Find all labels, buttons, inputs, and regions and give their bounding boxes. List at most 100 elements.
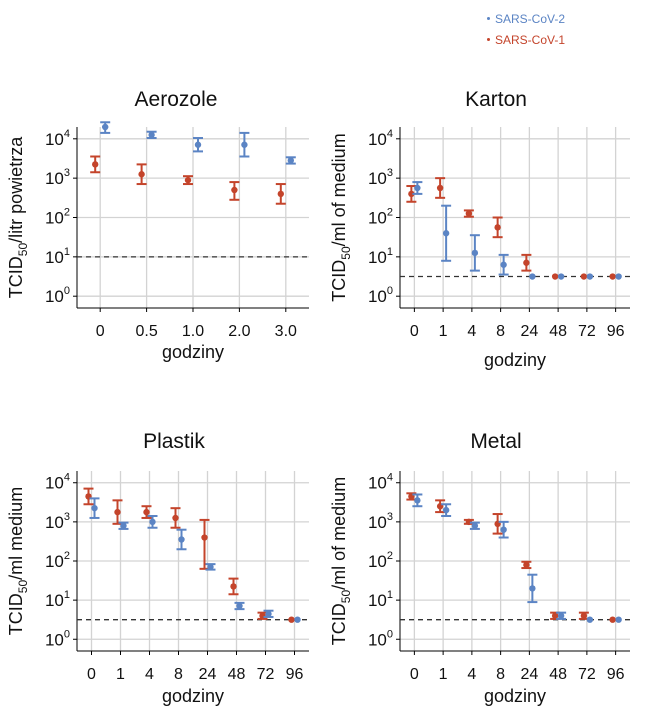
y-tick-label: 102 [368,207,393,228]
data-point [148,131,155,139]
data-point [414,497,421,504]
x-tick-label: 3.0 [275,323,297,340]
error-bar-point [205,563,216,571]
y-axis-label: TCID50/ml medium [6,487,30,635]
error-bar-point [90,155,101,174]
error-bar-point [527,573,538,604]
y-tick-label: 100 [368,628,393,649]
data-point [523,259,530,266]
y-tick-label: 102 [368,550,393,571]
error-bar-point [615,273,622,280]
y-tick-label: 104 [45,128,70,149]
error-bar-point [551,273,559,280]
data-point [241,141,248,148]
data-point [557,273,565,280]
data-point [586,273,594,280]
y-tick-label: 100 [45,628,70,649]
error-bar-point [435,499,446,514]
x-tick-label: 96 [607,666,625,683]
error-bar-point [176,528,187,551]
data-point [436,184,444,192]
error-bar-point [136,163,147,186]
chart-title: Karton [465,88,527,111]
data-point [207,563,214,571]
error-bar-point [100,121,111,134]
data-point [408,190,415,198]
y-tick-label: 101 [45,246,70,267]
data-point [500,526,507,533]
error-bar-point [435,177,446,199]
x-tick-label: 1 [439,666,448,683]
data-point [265,610,272,618]
error-bar-point [285,156,296,165]
data-point [442,230,450,237]
data-point [615,616,622,623]
x-tick-label: 8 [496,666,505,683]
error-bar-point [463,209,474,218]
y-tick-label: 102 [45,550,70,571]
error-bar-point [229,181,240,201]
x-tick-label: 1 [116,666,125,683]
y-axis-label: TCID50/litr powietrza [6,136,30,298]
x-tick-label: 72 [578,323,596,340]
y-tick-label: 103 [45,167,70,188]
error-bar-point [586,616,594,623]
data-point [231,186,238,194]
data-point [236,602,243,610]
x-tick-label: 24 [199,666,217,683]
data-point [259,612,266,619]
y-tick-label: 103 [368,511,393,532]
error-bar-point [412,493,423,508]
x-tick-label: 72 [257,666,275,683]
chart-panel-aerozole: 100 101 102 103 104 0 0.5 1.0 2.0 3.0 Aerozole godz… [6,88,309,362]
error-bar-point [199,518,210,570]
error-bar-point [294,616,301,623]
x-tick-label: 0 [87,666,96,683]
data-point [471,522,479,529]
error-bar-point [492,216,503,239]
error-bar-point [183,175,193,186]
data-point [138,171,145,178]
data-point [288,616,295,623]
data-point [91,504,98,512]
data-point [523,561,530,569]
data-point [494,224,501,231]
data-point [580,612,588,619]
error-bar-point [239,131,250,158]
error-bar-point [556,611,567,620]
legend-label: SARS-CoV-2 [495,11,566,26]
x-tick-label: 48 [549,666,567,683]
error-bar-point [146,130,157,140]
data-point [230,583,237,590]
x-tick-label: 4 [467,323,476,340]
data-point [114,508,121,516]
x-tick-label: 4 [145,666,154,683]
error-bar-point [521,253,532,272]
data-point [442,506,450,514]
error-bar-point [288,616,295,623]
data-point [92,161,99,168]
x-tick-label: 96 [286,666,304,683]
x-tick-label: 8 [174,666,183,683]
data-point [178,536,185,543]
x-tick-label: 4 [467,666,476,683]
error-bar-point [609,273,616,280]
data-point [143,508,150,516]
data-point [529,273,536,280]
x-tick-label: 72 [578,666,596,683]
x-tick-label: 1.0 [182,323,204,340]
error-bar-point [498,520,509,539]
data-point [277,190,284,198]
x-tick-label: 2.0 [228,323,250,340]
error-bar-point [578,611,589,620]
y-tick-label: 100 [45,285,70,306]
error-bar-point [263,609,274,618]
x-axis-label: godziny [162,686,224,706]
y-tick-label: 103 [45,511,70,532]
x-tick-label: 96 [607,323,625,340]
y-tick-label: 101 [368,246,393,267]
error-bar-point [469,521,480,530]
